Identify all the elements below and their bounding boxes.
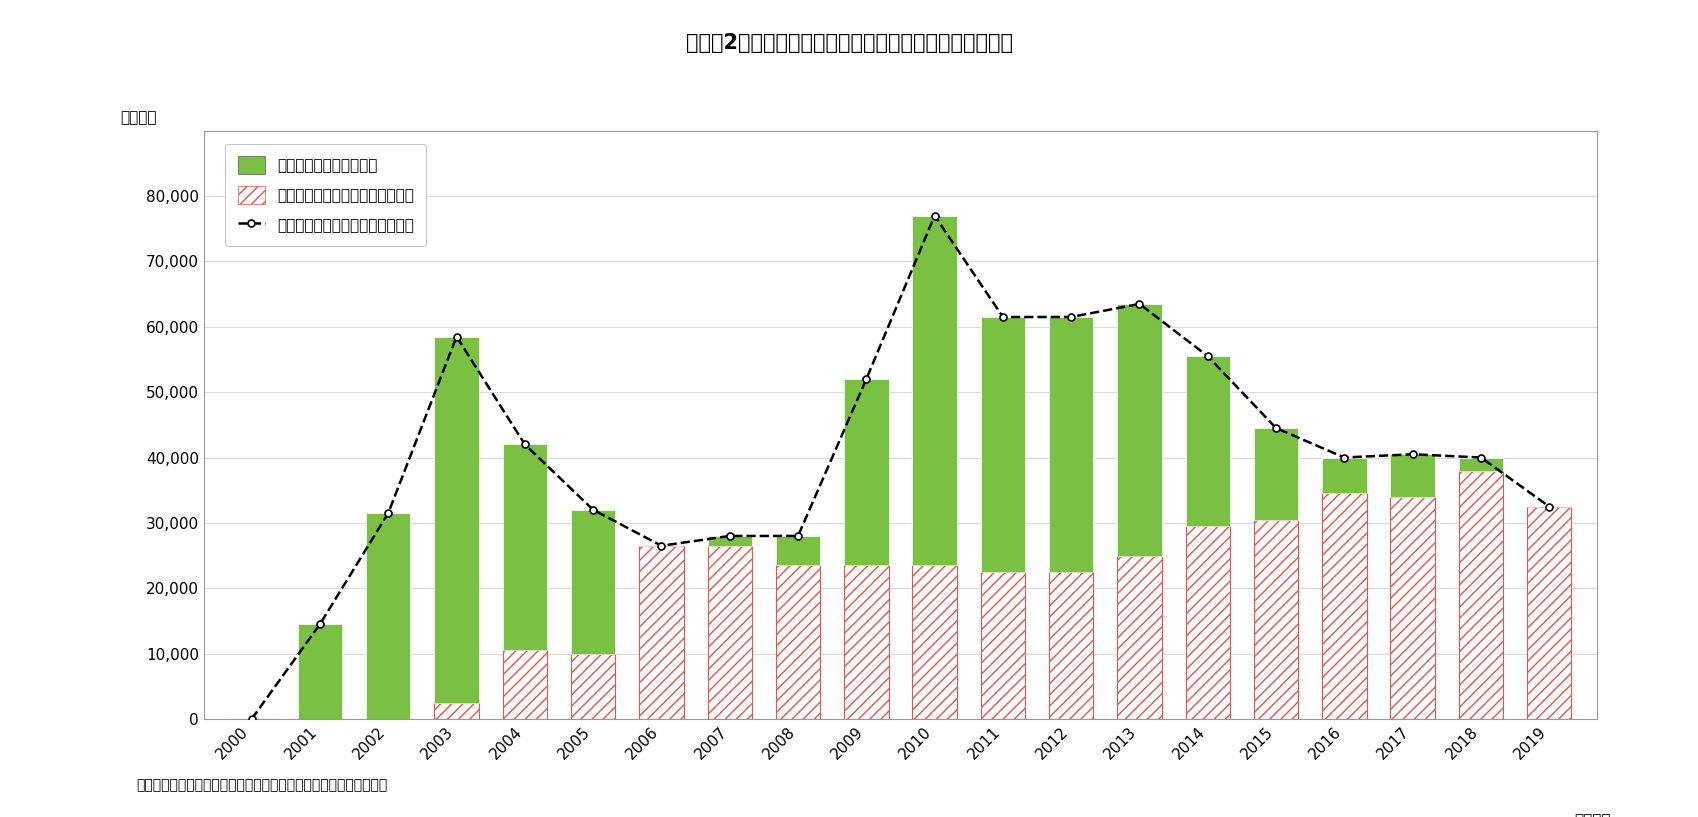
Bar (980, 572, 1024, 719)
Bar (571, 510, 615, 654)
Text: （億円）: （億円） (121, 109, 156, 125)
Text: 図表－2　臨時財政対策債発行可能額の内訳（地方全体）: 図表－2 臨時財政対策債発行可能額の内訳（地方全体） (686, 33, 1012, 52)
Bar (1459, 471, 1503, 719)
Bar (706, 536, 752, 546)
Bar (1048, 572, 1094, 719)
Bar (435, 337, 479, 703)
Bar (1321, 458, 1365, 493)
Bar (844, 379, 888, 565)
Bar (365, 513, 411, 719)
Bar (1253, 428, 1297, 520)
Bar (1185, 356, 1229, 526)
Bar (706, 546, 752, 719)
Bar (1389, 454, 1435, 497)
Bar (1185, 526, 1229, 719)
Bar (1321, 493, 1365, 719)
Text: （年度）: （年度） (1574, 813, 1610, 817)
Bar (1253, 520, 1297, 719)
Bar (297, 624, 341, 719)
Bar (1117, 304, 1161, 556)
Bar (1048, 317, 1094, 572)
Bar (776, 536, 820, 565)
Bar (980, 317, 1024, 572)
Text: （資料）総務省「地方財政計画の概要」（各年度）に基づいて作成: （資料）総務省「地方財政計画の概要」（各年度）に基づいて作成 (136, 779, 387, 792)
Bar (503, 650, 547, 719)
Bar (1459, 458, 1503, 471)
Bar (912, 565, 956, 719)
Bar (776, 565, 820, 719)
Bar (844, 565, 888, 719)
Bar (912, 216, 956, 565)
Bar (1527, 507, 1571, 719)
Bar (571, 654, 615, 719)
Bar (1389, 497, 1435, 719)
Legend: 折半対象財源不足対応分, 既往臨時財政対策債償還費対応分, 臨時財政対策債発行可能額の総額: 折半対象財源不足対応分, 既往臨時財政対策債償還費対応分, 臨時財政対策債発行可… (226, 145, 426, 246)
Bar (435, 703, 479, 719)
Bar (1117, 556, 1161, 719)
Bar (503, 444, 547, 650)
Bar (638, 546, 683, 719)
